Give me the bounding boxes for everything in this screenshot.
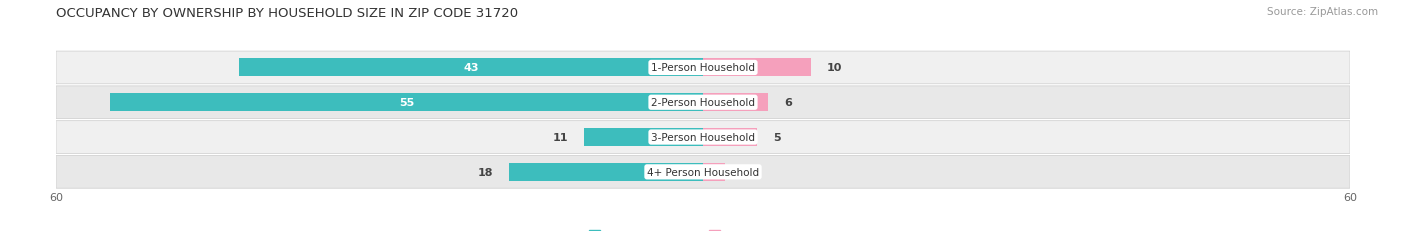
Bar [110,94,703,112]
Text: 43: 43 [464,63,479,73]
Bar [703,94,768,112]
Text: 18: 18 [477,167,494,177]
Legend: Owner-occupied, Renter-occupied: Owner-occupied, Renter-occupied [585,225,821,231]
Text: Source: ZipAtlas.com: Source: ZipAtlas.com [1267,7,1378,17]
Text: 2-Person Household: 2-Person Household [651,98,755,108]
FancyBboxPatch shape [56,156,1350,188]
Text: 6: 6 [785,98,792,108]
Text: 5: 5 [773,132,780,143]
Text: 1-Person Household: 1-Person Household [651,63,755,73]
FancyBboxPatch shape [56,52,1350,84]
FancyBboxPatch shape [56,121,1350,154]
Text: 10: 10 [827,63,842,73]
Bar [703,163,724,181]
Bar [239,59,703,77]
Bar [703,59,811,77]
Text: OCCUPANCY BY OWNERSHIP BY HOUSEHOLD SIZE IN ZIP CODE 31720: OCCUPANCY BY OWNERSHIP BY HOUSEHOLD SIZE… [56,7,519,20]
Text: 2: 2 [741,167,748,177]
FancyBboxPatch shape [56,86,1350,119]
Text: 3-Person Household: 3-Person Household [651,132,755,143]
Text: 11: 11 [553,132,568,143]
Bar [585,128,703,146]
Text: 4+ Person Household: 4+ Person Household [647,167,759,177]
Bar [509,163,703,181]
Bar [703,128,756,146]
Text: 55: 55 [399,98,415,108]
